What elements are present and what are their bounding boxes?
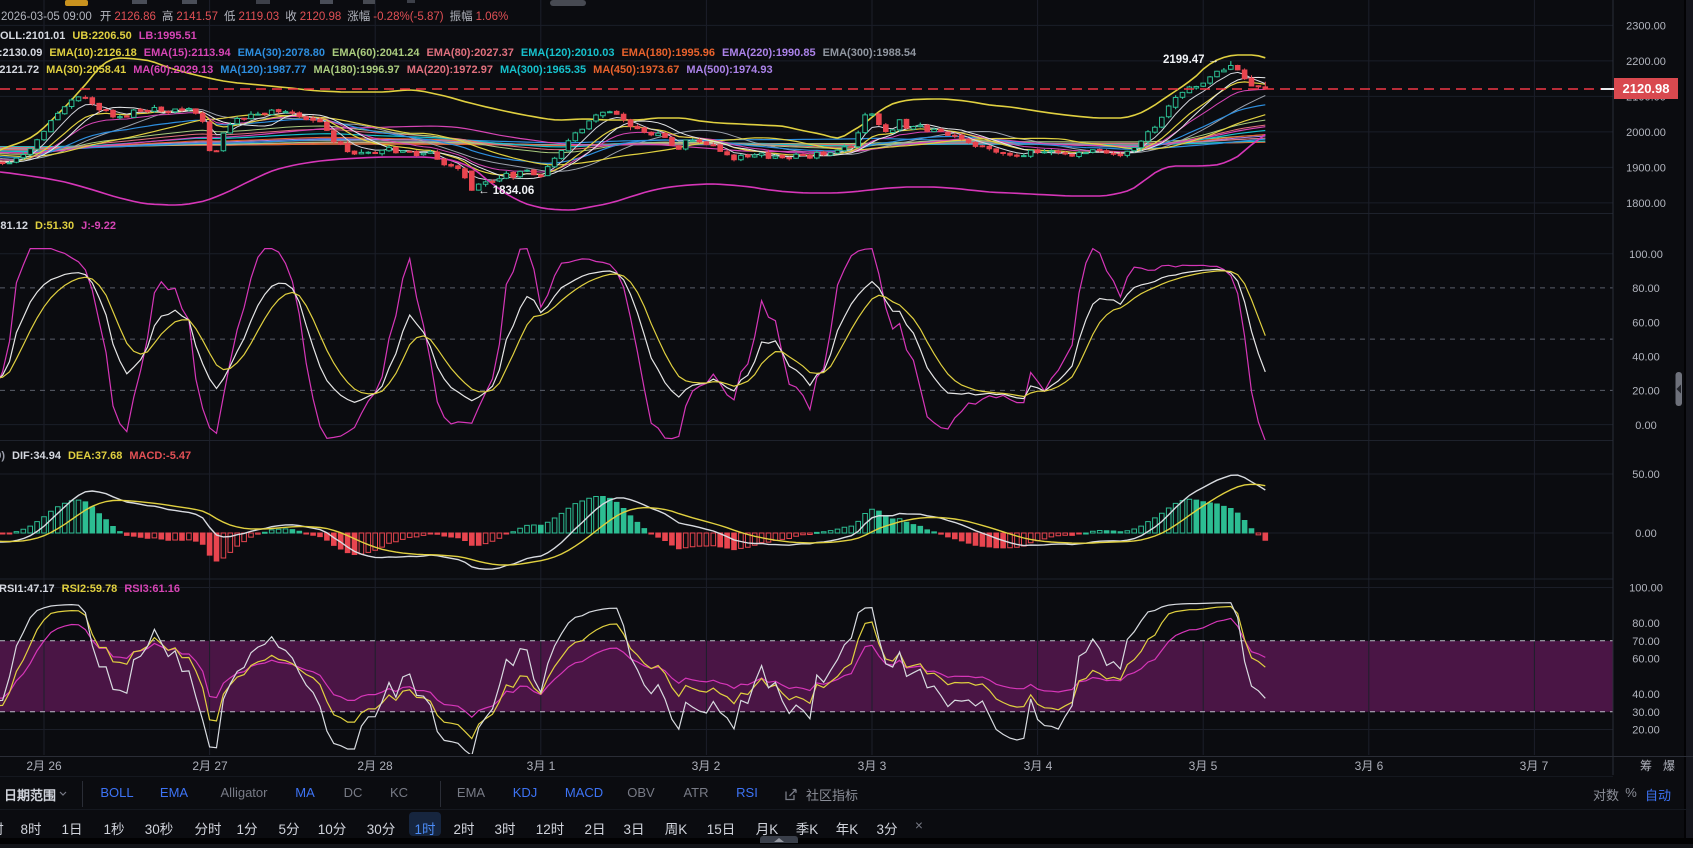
svg-text:40.00: 40.00 <box>1632 689 1660 701</box>
svg-text:50.00: 50.00 <box>1632 469 1660 481</box>
svg-text:100.00: 100.00 <box>1629 249 1663 261</box>
svg-text:2000.00: 2000.00 <box>1626 127 1666 139</box>
svg-text:爆: 爆 <box>1663 759 1675 773</box>
svg-text:100.00: 100.00 <box>1629 583 1663 595</box>
svg-text:40.00: 40.00 <box>1632 351 1660 363</box>
svg-text:2300.00: 2300.00 <box>1626 21 1666 33</box>
svg-text:3月 2: 3月 2 <box>692 759 721 773</box>
svg-text:80.00: 80.00 <box>1632 618 1660 630</box>
svg-text:2120.98: 2120.98 <box>1623 81 1670 96</box>
svg-text:2199.47 →: 2199.47 → <box>1163 54 1219 66</box>
svg-text:0.00: 0.00 <box>1635 420 1656 432</box>
svg-text:3月 7: 3月 7 <box>1520 759 1549 773</box>
svg-text:20.00: 20.00 <box>1632 725 1660 737</box>
svg-text:1800.00: 1800.00 <box>1626 198 1666 210</box>
svg-text:筹: 筹 <box>1640 759 1652 773</box>
svg-text:3月 6: 3月 6 <box>1355 759 1384 773</box>
svg-text:2月 28: 2月 28 <box>357 759 393 773</box>
svg-text:70.00: 70.00 <box>1632 636 1660 648</box>
svg-text:← 1834.06: ← 1834.06 <box>478 185 534 197</box>
svg-text:3月 1: 3月 1 <box>527 759 556 773</box>
svg-text:80.00: 80.00 <box>1632 283 1660 295</box>
svg-text:3月 5: 3月 5 <box>1189 759 1218 773</box>
svg-text:20.00: 20.00 <box>1632 386 1660 398</box>
svg-text:0.00: 0.00 <box>1635 528 1656 540</box>
svg-text:60.00: 60.00 <box>1632 654 1660 666</box>
svg-text:3月 4: 3月 4 <box>1024 759 1053 773</box>
svg-text:1900.00: 1900.00 <box>1626 163 1666 175</box>
svg-text:2月 27: 2月 27 <box>192 759 228 773</box>
svg-text:60.00: 60.00 <box>1632 317 1660 329</box>
svg-text:30.00: 30.00 <box>1632 707 1660 719</box>
svg-text:3月 3: 3月 3 <box>858 759 887 773</box>
svg-text:2月 26: 2月 26 <box>26 759 62 773</box>
svg-text:2200.00: 2200.00 <box>1626 56 1666 68</box>
